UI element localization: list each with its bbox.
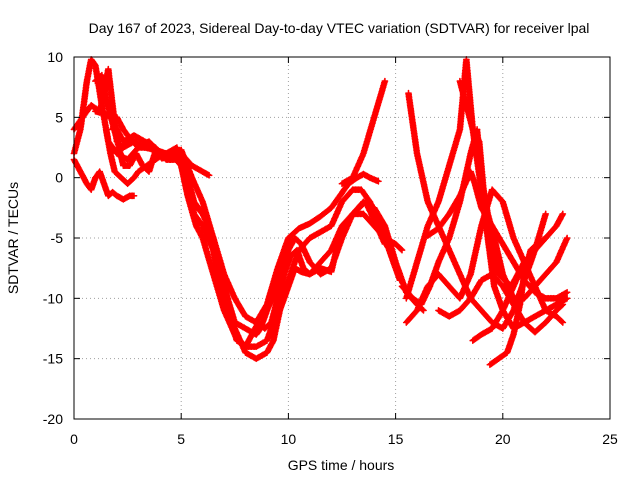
x-tick-label: 10 <box>281 431 297 447</box>
x-tick-label: 5 <box>177 431 185 447</box>
x-tick-labels: 0 5 10 15 20 25 <box>70 431 618 447</box>
x-tick-label: 20 <box>495 431 511 447</box>
chart-title: Day 167 of 2023, Sidereal Day-to-day VTE… <box>89 20 590 36</box>
y-tick-label: -10 <box>43 290 63 306</box>
y-axis-label: SDTVAR / TECUs <box>5 182 21 294</box>
series-track-6 <box>92 71 382 326</box>
y-tick-label: -15 <box>43 351 63 367</box>
y-tick-label: 10 <box>47 49 63 65</box>
series-track-8 <box>338 77 389 188</box>
y-tick-label: 0 <box>55 170 63 186</box>
x-tick-label: 25 <box>602 431 618 447</box>
x-tick-label: 0 <box>70 431 78 447</box>
axis-ticks <box>73 56 611 420</box>
y-tick-label: -20 <box>43 411 63 427</box>
data-series-group <box>70 56 571 369</box>
series-track-17 <box>424 168 571 302</box>
series-track-7 <box>102 126 406 350</box>
y-tick-label: -5 <box>51 230 64 246</box>
x-tick-label: 15 <box>388 431 404 447</box>
x-axis-label: GPS time / hours <box>288 457 395 473</box>
series-track-5 <box>109 113 404 350</box>
y-tick-labels: -20 -15 -10 -5 0 5 10 <box>43 49 63 427</box>
y-tick-label: 5 <box>55 109 63 125</box>
